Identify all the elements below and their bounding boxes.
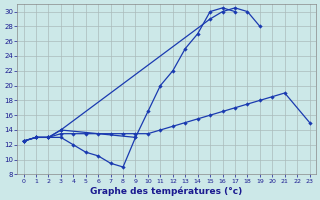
X-axis label: Graphe des températures (°c): Graphe des températures (°c)	[91, 186, 243, 196]
